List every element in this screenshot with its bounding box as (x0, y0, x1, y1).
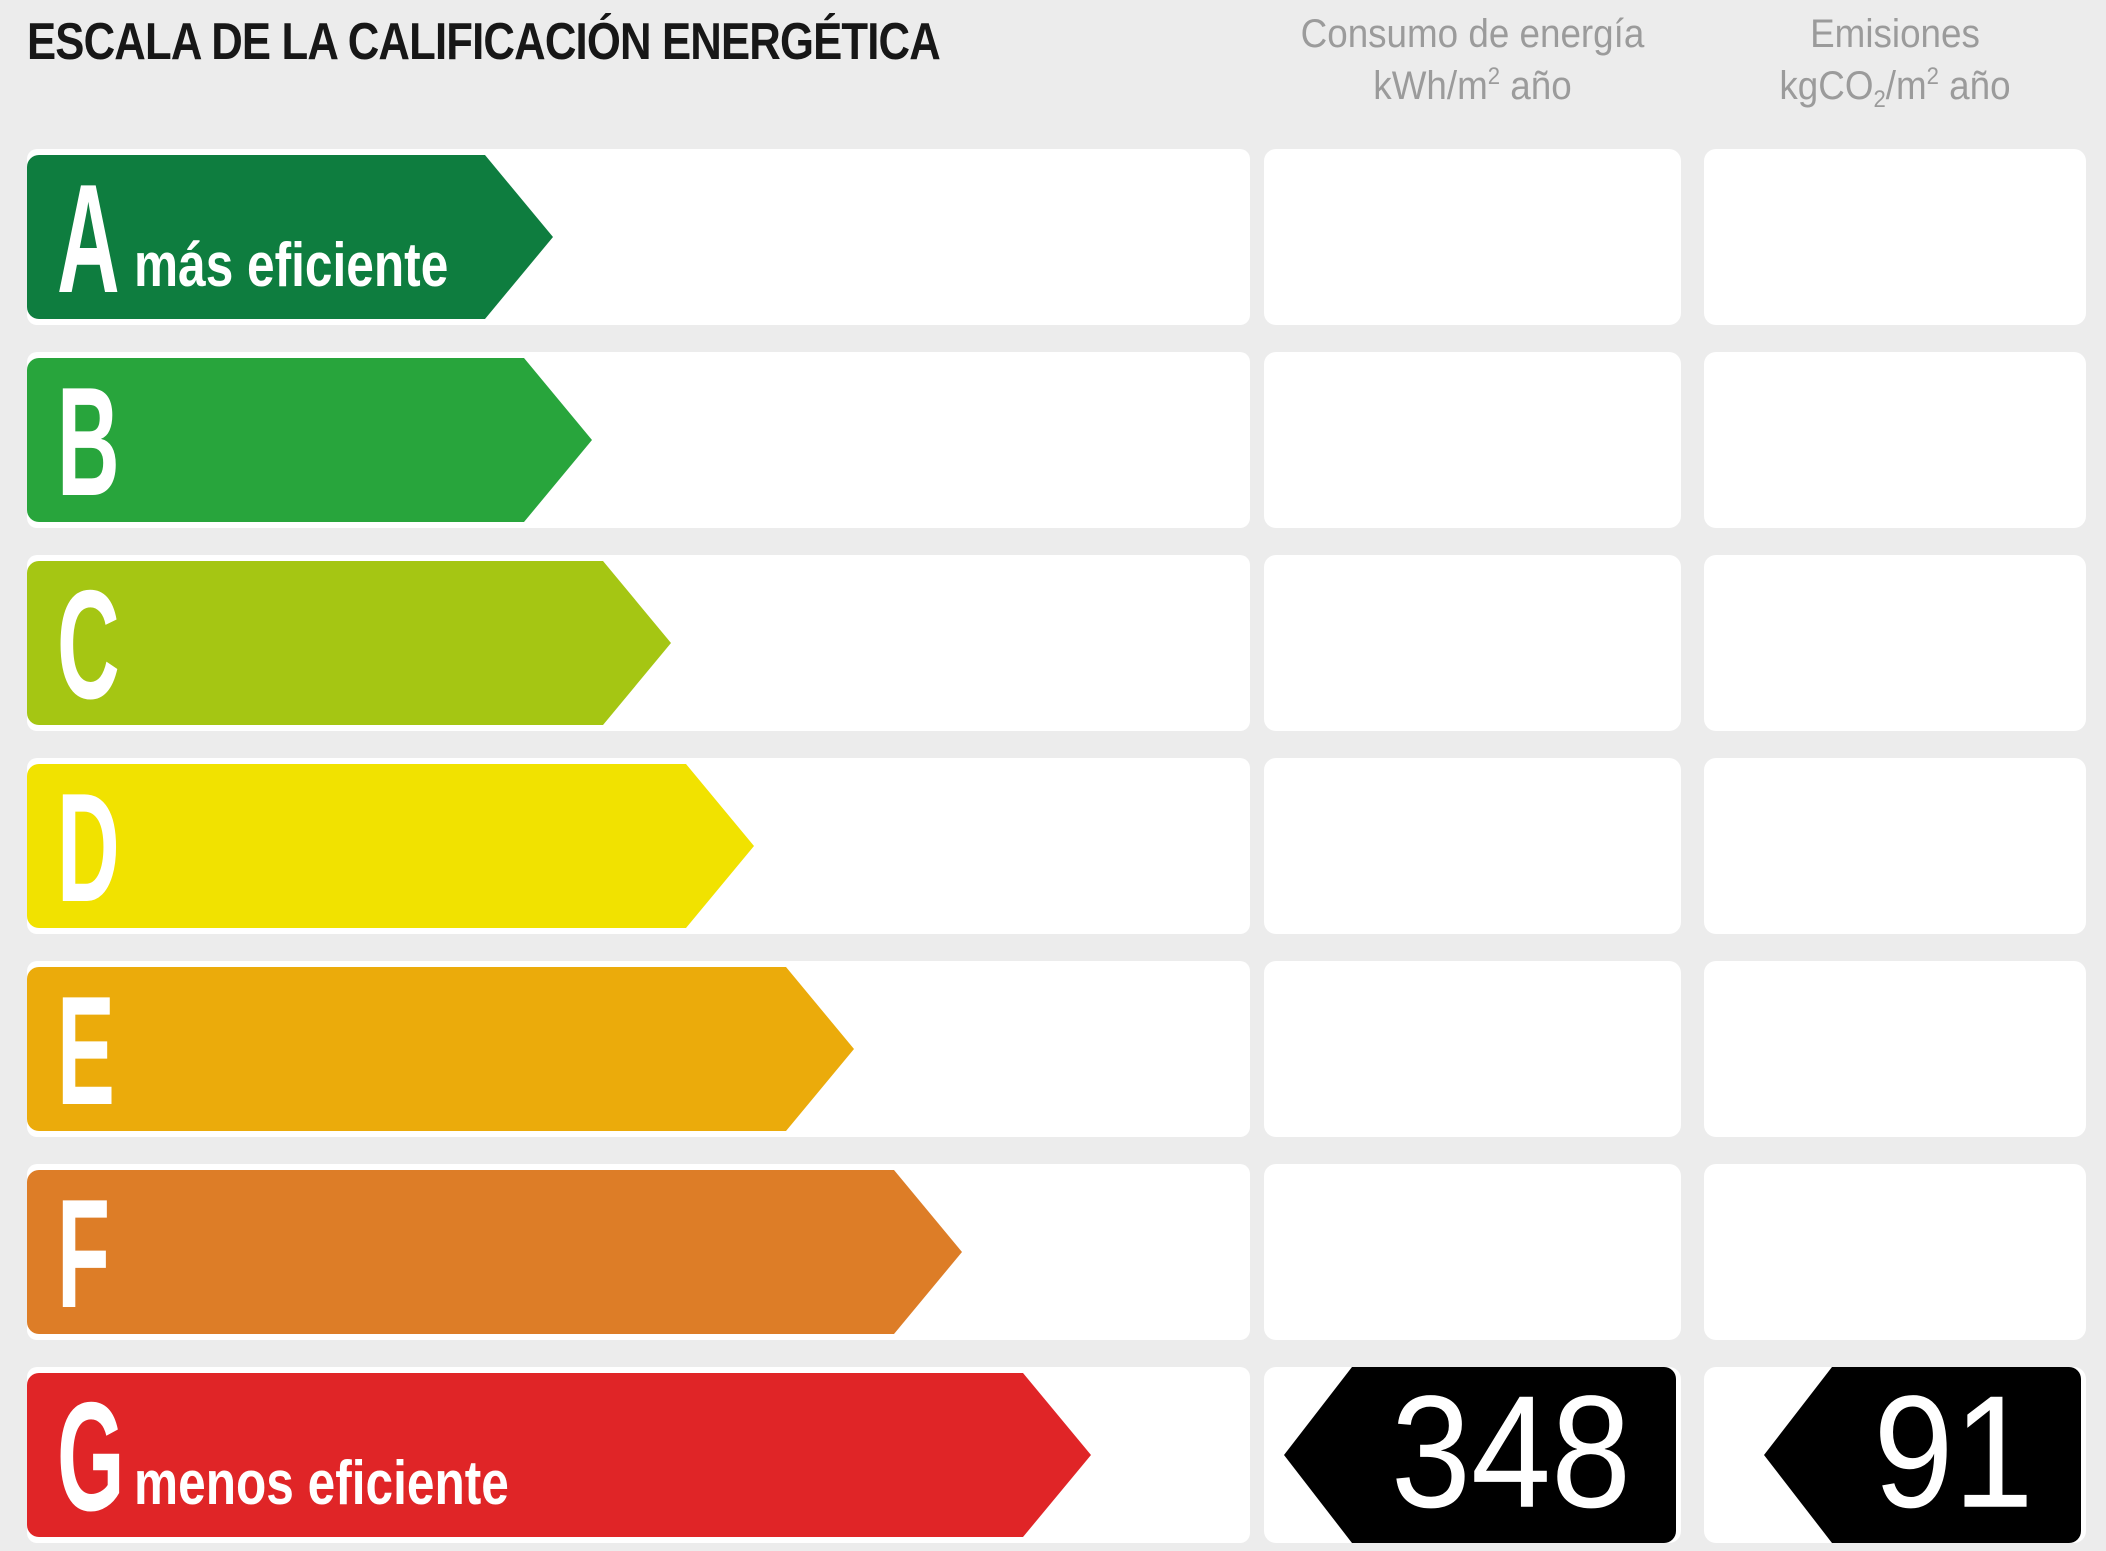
rating-bar-d: D (27, 764, 754, 928)
consumo-cell (1264, 149, 1681, 325)
rating-letter: C (57, 558, 120, 731)
superscript-2: 2 (1487, 63, 1501, 90)
consumo-cell: 348 (1264, 1367, 1681, 1543)
consumo-cell (1264, 352, 1681, 528)
rating-letter: F (57, 1167, 111, 1340)
consumo-unit: kWh/m2 año (1373, 63, 1572, 108)
consumo-value-tag: 348 (1284, 1367, 1676, 1543)
emisiones-cell: 91 (1704, 1367, 2086, 1543)
rating-note: menos eficiente (134, 1449, 509, 1518)
rating-letter: B (57, 355, 120, 528)
emisiones-cell (1704, 149, 2086, 325)
rating-bar-a: A más eficiente (27, 155, 553, 319)
emisiones-value-tag: 91 (1764, 1367, 2081, 1543)
consumo-column-header: Consumo de energía kWh/m2 año (1281, 8, 1665, 112)
rating-bar-g: G menos eficiente (27, 1373, 1091, 1537)
rating-row-g: G menos eficiente 348 91 (27, 1367, 2087, 1543)
emisiones-cell (1704, 555, 2086, 731)
consumo-value: 348 (1390, 1361, 1632, 1541)
rating-note: más eficiente (134, 231, 449, 300)
rating-row-f: F (27, 1164, 2087, 1340)
emisiones-cell (1704, 758, 2086, 934)
rating-bar-e: E (27, 967, 854, 1131)
emisiones-value: 91 (1873, 1361, 2034, 1541)
rating-letter: G (57, 1370, 125, 1543)
emisiones-column-header: Emisiones kgCO2/m2 año (1719, 8, 2070, 113)
rating-row-c: C (27, 555, 2087, 731)
emisiones-unit: kgCO2/m2 año (1779, 63, 2011, 113)
emisiones-cell (1704, 961, 2086, 1137)
rating-bar-f: F (27, 1170, 962, 1334)
emisiones-cell (1704, 352, 2086, 528)
subscript-2: 2 (1873, 86, 1886, 113)
rating-letter: E (57, 964, 115, 1137)
rating-letter: D (57, 761, 120, 934)
consumo-cell (1264, 758, 1681, 934)
rating-bar-b: B (27, 358, 592, 522)
rating-row-b: B (27, 352, 2087, 528)
page-title: ESCALA DE LA CALIFICACIÓN ENERGÉTICA (27, 13, 941, 71)
emisiones-header-line1: Emisiones (1810, 12, 1980, 56)
rating-row-a: A más eficiente (27, 149, 2087, 325)
rating-bar-c: C (27, 561, 671, 725)
superscript-2: 2 (1926, 63, 1939, 90)
rating-letter: A (57, 152, 120, 325)
emisiones-cell (1704, 1164, 2086, 1340)
consumo-cell (1264, 555, 1681, 731)
consumo-header-line1: Consumo de energía (1300, 12, 1645, 56)
consumo-cell (1264, 1164, 1681, 1340)
consumo-cell (1264, 961, 1681, 1137)
rating-row-e: E (27, 961, 2087, 1137)
rating-row-d: D (27, 758, 2087, 934)
